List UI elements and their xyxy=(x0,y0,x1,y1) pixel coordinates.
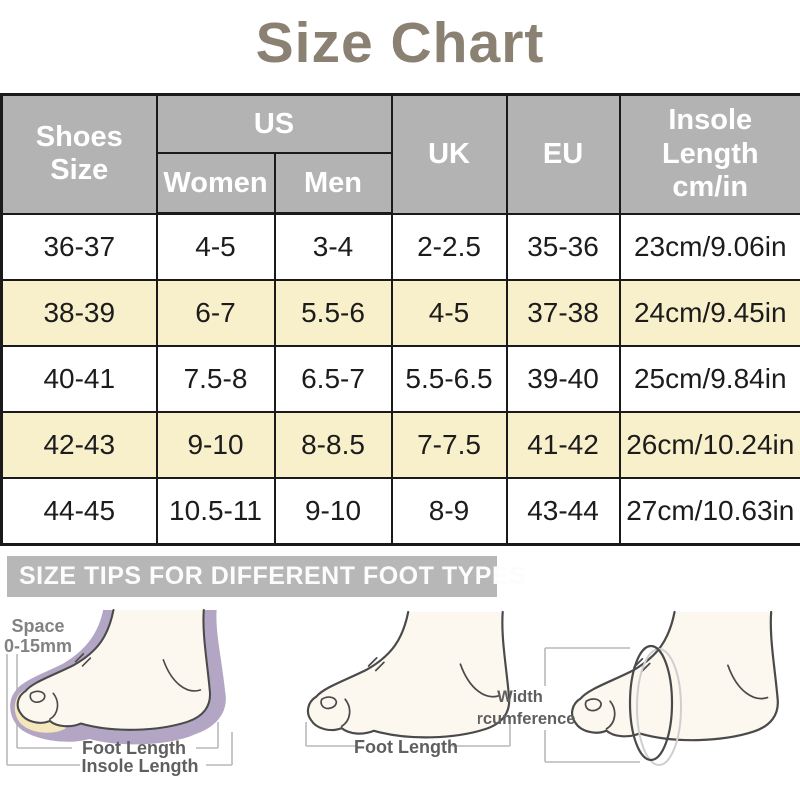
cell-insole-length: 24cm/9.45in xyxy=(618,279,800,347)
toe-detail-lines xyxy=(584,658,769,730)
table-header-row-1: Shoes Size US UK EU Insole Length cm/in xyxy=(0,93,800,215)
width-circumference-illustration: Width Crcumference xyxy=(478,610,779,766)
cell-uk: 2-2.5 xyxy=(390,212,508,281)
table-row: 38-39 6-7 5.5-6 4-5 37-38 24cm/9.45in xyxy=(0,279,800,347)
insole-length-label: Insole Length xyxy=(82,756,199,776)
page-title: Size Chart xyxy=(255,11,545,75)
cell-uk: 8-9 xyxy=(390,477,508,546)
cell-shoes-size: 44-45 xyxy=(0,477,158,546)
cell-eu: 43-44 xyxy=(505,477,621,546)
cell-eu: 39-40 xyxy=(505,345,621,413)
size-chart-table: Shoes Size US UK EU Insole Length cm/in W… xyxy=(0,93,800,546)
toe-detail-lines xyxy=(320,657,500,728)
insole-header-line1: Insole Length xyxy=(661,104,759,170)
cell-insole-length: 26cm/10.24in xyxy=(618,411,800,479)
col-header-us-men: Men xyxy=(273,152,393,215)
foot-outline xyxy=(306,610,511,739)
table-row: 42-43 9-10 8-8.5 7-7.5 41-42 26cm/10.24i… xyxy=(0,411,800,479)
cell-eu: 35-36 xyxy=(505,212,621,281)
col-header-insole-length: Insole Length cm/in xyxy=(618,93,800,215)
cell-us-women: 9-10 xyxy=(155,411,276,479)
foot-length-label: Foot Length xyxy=(354,737,458,757)
cell-us-women: 4-5 xyxy=(155,212,276,281)
table-row: 40-41 7.5-8 6.5-7 5.5-6.5 39-40 25cm/9.8… xyxy=(0,345,800,413)
foot-length-illustration: Foot Length xyxy=(305,610,511,757)
cell-shoes-size: 38-39 xyxy=(0,279,158,347)
cell-uk: 7-7.5 xyxy=(390,411,508,479)
cell-us-men: 9-10 xyxy=(273,477,393,546)
col-header-uk: UK xyxy=(390,93,508,215)
col-header-shoes-size: Shoes Size xyxy=(0,93,158,215)
col-header-us: US xyxy=(155,93,393,154)
insole-header-line2: cm/in xyxy=(672,170,749,203)
cell-insole-length: 23cm/9.06in xyxy=(618,212,800,281)
table-header-row-2: Women Men xyxy=(2,152,800,215)
table-row: 36-37 4-5 3-4 2-2.5 35-36 23cm/9.06in xyxy=(0,212,800,281)
cell-us-women: 10.5-11 xyxy=(155,477,276,546)
width-label-line1: Width xyxy=(497,688,543,706)
cell-us-men: 6.5-7 xyxy=(273,345,393,413)
cell-us-men: 5.5-6 xyxy=(273,279,393,347)
foot-with-insole-illustration: Space 0-15mm Foot Length Insole Length xyxy=(4,608,233,776)
foot-length-label: Foot Length xyxy=(82,738,186,758)
toe-detail-lines xyxy=(29,653,202,721)
cell-uk: 5.5-6.5 xyxy=(390,345,508,413)
cell-shoes-size: 36-37 xyxy=(0,212,158,281)
space-label-line2: 0-15mm xyxy=(4,636,72,656)
table-row: 44-45 10.5-11 9-10 8-9 43-44 27cm/10.63i… xyxy=(0,477,800,546)
cell-us-women: 6-7 xyxy=(155,279,276,347)
cell-us-women: 7.5-8 xyxy=(155,345,276,413)
col-header-eu: EU xyxy=(505,93,621,215)
cell-shoes-size: 40-41 xyxy=(0,345,158,413)
col-header-us-women: Women xyxy=(155,152,276,215)
cell-eu: 41-42 xyxy=(505,411,621,479)
circumference-ellipse xyxy=(628,644,674,762)
foot-outline xyxy=(16,608,211,731)
cell-insole-length: 25cm/9.84in xyxy=(618,345,800,413)
width-label-line2: Crcumference xyxy=(478,710,575,728)
cell-shoes-size: 42-43 xyxy=(0,411,158,479)
cell-us-men: 8-8.5 xyxy=(273,411,393,479)
space-label-line1: Space xyxy=(11,616,64,636)
cell-insole-length: 27cm/10.63in xyxy=(618,477,800,546)
foot-measurement-illustrations: Space 0-15mm Foot Length Insole Length F… xyxy=(0,598,800,800)
cell-eu: 37-38 xyxy=(505,279,621,347)
cell-uk: 4-5 xyxy=(390,279,508,347)
cell-us-men: 3-4 xyxy=(273,212,393,281)
foot-outline xyxy=(570,610,779,742)
size-tips-banner: SIZE TIPS FOR DIFFERENT FOOT TYPES xyxy=(7,556,526,597)
